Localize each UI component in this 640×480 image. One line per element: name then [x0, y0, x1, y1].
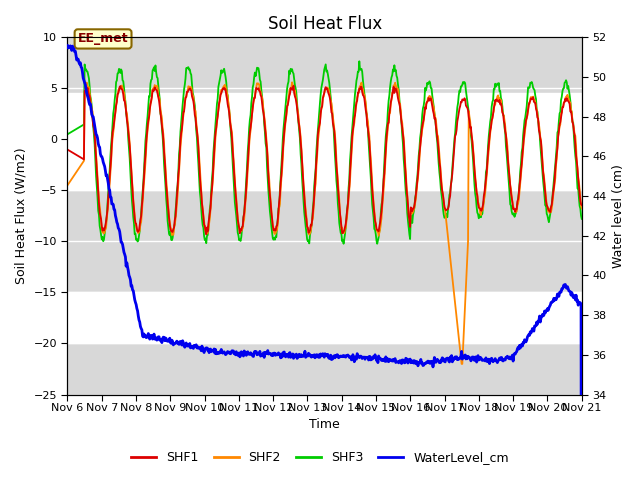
- Line: SHF1: SHF1: [67, 86, 582, 234]
- Line: SHF2: SHF2: [67, 82, 582, 364]
- SHF2: [458, 361, 465, 367]
- SHF2: [288, 79, 296, 85]
- WaterLevel_cm: [178, 342, 186, 348]
- Line: SHF3: SHF3: [67, 61, 582, 244]
- SHF3: [403, 210, 411, 216]
- WaterLevel_cm: [73, 57, 81, 63]
- SHF3: [355, 59, 363, 64]
- SHF2: [73, 168, 81, 174]
- SHF3: [73, 126, 81, 132]
- SHF3: [388, 72, 396, 78]
- WaterLevel_cm: [402, 355, 410, 361]
- SHF1: [206, 210, 214, 216]
- SHF1: [388, 93, 396, 98]
- SHF3: [205, 218, 213, 224]
- SHF3: [178, 111, 186, 117]
- SHF3: [340, 241, 348, 247]
- SHF2: [403, 182, 410, 188]
- Y-axis label: Soil Heat Flux (W/m2): Soil Heat Flux (W/m2): [15, 148, 28, 284]
- SHF1: [63, 147, 71, 153]
- SHF3: [126, 156, 134, 161]
- SHF2: [388, 97, 396, 103]
- SHF1: [403, 193, 411, 199]
- WaterLevel_cm: [63, 43, 71, 48]
- SHF2: [578, 205, 586, 211]
- SHF2: [126, 141, 134, 146]
- SHF3: [63, 132, 71, 137]
- Bar: [67, 94, 582, 191]
- SHF3: [578, 216, 586, 222]
- Legend: SHF1, SHF2, SHF3, WaterLevel_cm: SHF1, SHF2, SHF3, WaterLevel_cm: [126, 446, 514, 469]
- SHF1: [290, 83, 298, 89]
- Title: Soil Heat Flux: Soil Heat Flux: [268, 15, 381, 33]
- SHF2: [178, 128, 186, 134]
- Text: EE_met: EE_met: [77, 33, 129, 46]
- Bar: [67, 292, 582, 344]
- SHF2: [205, 221, 213, 227]
- SHF2: [63, 182, 71, 188]
- X-axis label: Time: Time: [309, 419, 340, 432]
- WaterLevel_cm: [126, 275, 134, 280]
- Y-axis label: Water level (cm): Water level (cm): [612, 164, 625, 268]
- SHF1: [126, 143, 134, 149]
- Line: WaterLevel_cm: WaterLevel_cm: [67, 46, 582, 480]
- WaterLevel_cm: [205, 350, 213, 356]
- WaterLevel_cm: [387, 358, 395, 363]
- SHF1: [578, 202, 586, 208]
- SHF1: [178, 126, 186, 132]
- SHF1: [202, 231, 210, 237]
- SHF1: [73, 152, 81, 158]
